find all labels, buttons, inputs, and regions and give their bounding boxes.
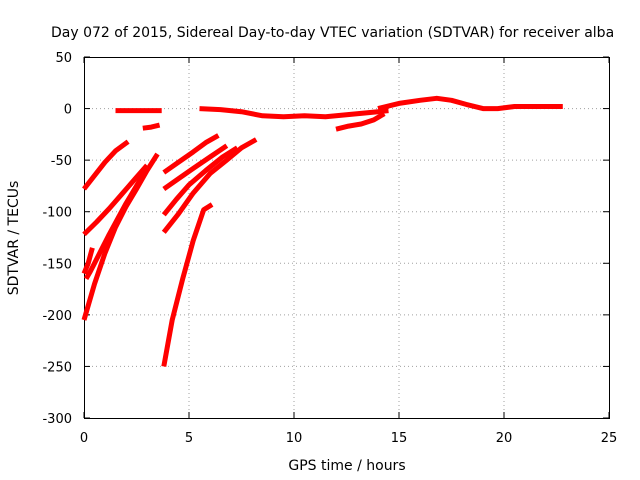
data-segment bbox=[335, 111, 386, 132]
y-tick-label: -100 bbox=[42, 206, 72, 221]
data-segment bbox=[161, 145, 239, 217]
y-tick-label: -250 bbox=[42, 360, 72, 375]
data-series bbox=[81, 95, 563, 367]
data-segment bbox=[81, 247, 95, 275]
data-segment bbox=[161, 137, 258, 234]
chart-title: Day 072 of 2015, Sidereal Day-to-day VTE… bbox=[51, 25, 614, 41]
data-segment bbox=[82, 139, 130, 191]
y-tick-label: -50 bbox=[51, 154, 72, 169]
data-segment bbox=[162, 143, 229, 192]
x-tick-label: 5 bbox=[185, 431, 193, 446]
y-tick-label: 0 bbox=[64, 103, 72, 118]
data-segment bbox=[142, 122, 161, 131]
data-segment bbox=[199, 106, 389, 120]
data-segment bbox=[83, 167, 150, 281]
y-tick-label: -150 bbox=[42, 257, 72, 272]
x-axis-label: GPS time / hours bbox=[288, 458, 405, 474]
axis-ticks: 0 5 10 15 20 25 50 0 -50 -100 -150 -200 -250 -300 bbox=[42, 51, 617, 446]
y-axis-label: SDTVAR / TECUs bbox=[6, 181, 22, 296]
data-segment bbox=[82, 163, 149, 237]
data-segment bbox=[377, 95, 563, 112]
x-tick-label: 0 bbox=[80, 431, 88, 446]
y-tick-label: -200 bbox=[42, 309, 72, 324]
data-segment bbox=[162, 133, 220, 175]
x-tick-label: 25 bbox=[601, 431, 618, 446]
x-tick-label: 20 bbox=[496, 431, 513, 446]
x-tick-label: 15 bbox=[391, 431, 408, 446]
plot-frame bbox=[84, 57, 610, 419]
data-segment bbox=[161, 202, 214, 367]
y-tick-label: 50 bbox=[55, 51, 72, 66]
y-tick-label: -300 bbox=[42, 412, 72, 427]
x-tick-label: 10 bbox=[286, 431, 303, 446]
